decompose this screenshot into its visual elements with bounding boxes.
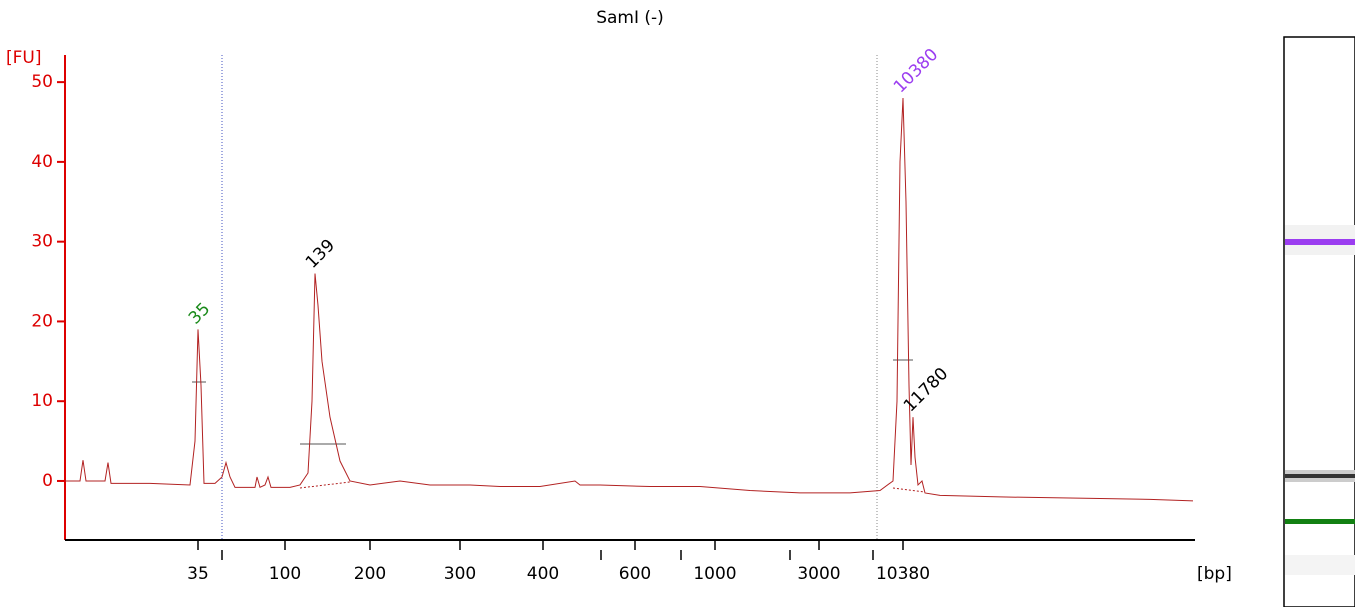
gel-band: [1285, 239, 1355, 245]
x-unit: [bp]: [1197, 564, 1232, 584]
peak-label: 35: [185, 299, 214, 328]
y-tick-label: 20: [31, 311, 53, 331]
x-tick-label: 3000: [797, 564, 840, 584]
gel-band: [1285, 519, 1355, 524]
x-tick-label: 200: [354, 564, 386, 584]
peak-label: 139: [302, 236, 339, 273]
y-tick-label: 30: [31, 232, 53, 252]
y-tick-label: 50: [31, 72, 53, 92]
x-tick-label: 600: [619, 564, 651, 584]
y-tick-label: 40: [31, 152, 53, 172]
x-tick-label: 10380: [876, 564, 930, 584]
chart-title: SamI (-): [596, 8, 664, 28]
x-tick-label: 1000: [693, 564, 736, 584]
gel-lane: [1283, 36, 1355, 608]
x-tick-label: 300: [444, 564, 476, 584]
trace-line: [65, 98, 1194, 502]
gel-frame: [1283, 36, 1355, 608]
x-tick-label: 35: [187, 564, 209, 584]
x-tick-label: 400: [527, 564, 559, 584]
peak-label: 10380: [890, 45, 942, 97]
y-unit: [FU]: [6, 48, 42, 68]
gel-smear: [1285, 555, 1355, 575]
gel-band: [1285, 474, 1355, 478]
peak-baseline: [892, 487, 926, 493]
peak-baseline: [299, 481, 351, 489]
y-tick-label: 10: [31, 391, 53, 411]
x-tick-label: 100: [269, 564, 301, 584]
peak-label: 11780: [900, 364, 952, 416]
y-tick-label: 0: [42, 471, 53, 491]
